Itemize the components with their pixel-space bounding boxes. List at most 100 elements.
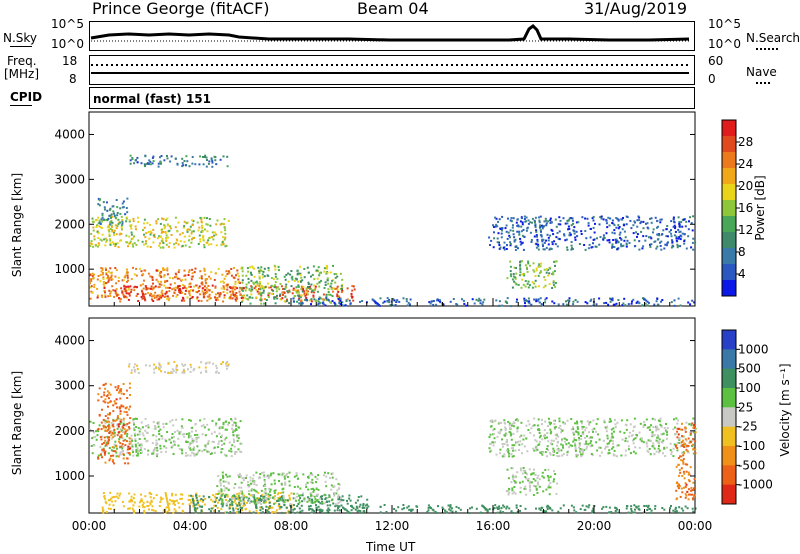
velocity-cell — [190, 494, 193, 497]
velocity-cell — [311, 508, 314, 511]
velocity-cell — [167, 372, 170, 375]
velocity-cell — [104, 382, 107, 385]
power-cell — [529, 221, 532, 224]
velocity-cell — [354, 501, 357, 504]
velocity-cell — [658, 449, 661, 452]
power-cell — [616, 217, 619, 220]
velocity-cell — [511, 467, 514, 470]
velocity-cell — [238, 501, 241, 504]
velocity-cell — [241, 492, 244, 495]
velocity-cell — [348, 497, 351, 500]
velocity-cell — [114, 440, 117, 443]
velocity-cell — [280, 484, 283, 486]
velocity-cell — [227, 489, 230, 492]
velocity-cell — [207, 428, 210, 431]
velocity-cell — [580, 455, 583, 458]
velocity-cell — [196, 501, 199, 504]
velocity-cell — [348, 494, 351, 497]
power-cell — [613, 224, 616, 227]
power-cell — [544, 284, 547, 287]
power-cell — [554, 264, 556, 267]
velocity-cell — [258, 477, 261, 480]
power-cell — [510, 273, 512, 276]
power-cell — [652, 231, 654, 234]
velocity-cell — [111, 500, 114, 503]
velocity-cell — [500, 422, 503, 424]
power-cell — [465, 304, 468, 307]
velocity-cell — [653, 453, 656, 456]
power-cell — [206, 291, 209, 294]
power-cell — [147, 291, 150, 294]
velocity-cell — [629, 423, 632, 426]
power-cell — [114, 289, 117, 292]
power-cell — [111, 285, 114, 288]
velocity-cell — [139, 449, 142, 451]
power-cell — [645, 299, 648, 302]
velocity-cell — [192, 452, 195, 455]
power-cell — [335, 273, 338, 275]
velocity-cell — [539, 509, 542, 511]
power-cell — [101, 216, 104, 219]
velocity-cell — [261, 493, 264, 496]
velocity-cell — [104, 398, 107, 401]
velocity-cell — [541, 423, 543, 426]
power-cell — [351, 285, 354, 287]
velocity-cell — [222, 361, 224, 364]
velocity-cell — [267, 506, 270, 509]
velocity-cell — [233, 440, 236, 443]
velocity-cell — [608, 506, 611, 509]
velocity-cell — [595, 430, 597, 433]
power-cell — [492, 246, 495, 249]
power-cell — [93, 238, 96, 241]
velocity-cell — [442, 508, 445, 510]
power-cell — [497, 232, 500, 235]
power-cell — [510, 275, 513, 278]
power-cbar-swatch — [722, 120, 736, 137]
power-cell — [120, 215, 123, 218]
power-cell — [203, 228, 206, 231]
velocity-cell — [559, 424, 562, 427]
velocity-cell — [154, 426, 157, 429]
power-cell — [592, 219, 595, 222]
power-cell — [297, 285, 300, 288]
velocity-cell — [578, 438, 581, 441]
velocity-cell — [185, 440, 188, 443]
velocity-cell — [283, 504, 286, 507]
velocity-cell — [198, 495, 201, 498]
power-cell — [638, 216, 641, 219]
power-cell — [307, 281, 310, 284]
velocity-cell — [605, 445, 607, 448]
velocity-cell — [649, 511, 652, 514]
velocity-cell — [213, 440, 215, 443]
velocity-cell — [598, 438, 601, 441]
velocity-cell — [504, 426, 507, 429]
velocity-cell — [337, 487, 340, 490]
power-cell — [114, 216, 117, 219]
velocity-cell — [610, 420, 613, 423]
power-cell — [203, 269, 206, 272]
power-cell — [329, 285, 332, 288]
power-cell — [609, 217, 612, 220]
power-cell — [679, 245, 682, 248]
velocity-cell — [582, 449, 585, 452]
power-cell — [687, 301, 690, 304]
power-cell — [128, 220, 131, 223]
velocity-cell — [328, 494, 331, 497]
velocity-cell — [195, 492, 198, 495]
velocity-cell — [291, 511, 294, 514]
velocity-cell — [310, 501, 313, 504]
power-cell — [96, 224, 98, 227]
velocity-cell — [108, 431, 111, 434]
power-cell — [534, 279, 537, 282]
power-cell — [587, 222, 590, 225]
power-cell — [278, 288, 281, 291]
velocity-cell — [614, 423, 617, 426]
velocity-cbar-swatch — [722, 484, 736, 505]
power-cell — [99, 280, 102, 283]
velocity-cell — [577, 454, 580, 456]
power-cell — [170, 155, 173, 158]
power-cell — [589, 236, 592, 239]
power-cell — [168, 242, 171, 244]
power-cell — [541, 240, 544, 243]
power-cell — [193, 285, 195, 288]
